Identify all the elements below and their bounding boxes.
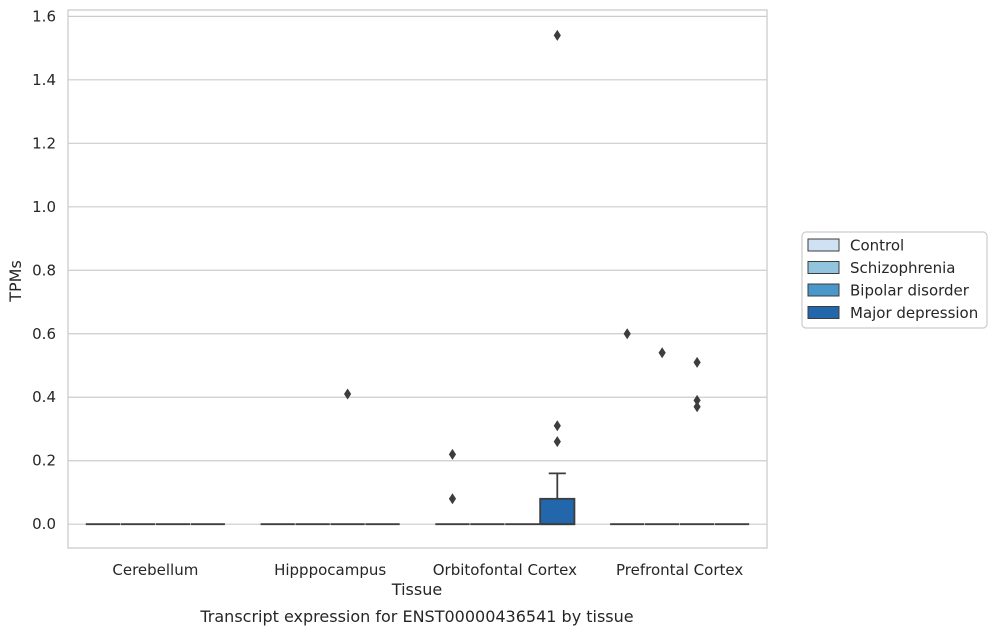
- y-tick-label: 0.4: [32, 388, 56, 406]
- outlier-point: [693, 356, 701, 368]
- legend: Control Schizophrenia Bipolar disorder Majo…: [801, 231, 988, 329]
- legend-swatch: [807, 306, 840, 319]
- y-tick-label: 1.4: [32, 71, 56, 89]
- box: [539, 497, 576, 526]
- legend-frame: [801, 231, 988, 329]
- box-group: [539, 29, 576, 526]
- x-axis-ticks: Cerebellum Hipppocampus Orbitofontal Corte…: [112, 561, 743, 579]
- y-tick-label: 1.2: [32, 134, 56, 152]
- box-group: [679, 356, 715, 526]
- y-tick-label: 0.2: [32, 452, 56, 470]
- y-tick-label: 1.6: [32, 7, 56, 25]
- outlier-point: [553, 420, 561, 432]
- outlier-point: [693, 401, 701, 413]
- y-tick-label: 0.6: [32, 325, 56, 343]
- outlier-point: [553, 29, 561, 41]
- box-group: [435, 448, 470, 526]
- outlier-point: [448, 493, 457, 505]
- outlier-point: [553, 436, 561, 448]
- box-group: [645, 347, 680, 526]
- grid-lines: [68, 15, 767, 525]
- legend-label: Schizophrenia: [850, 259, 955, 277]
- chart-caption: Transcript expression for ENST0000043654…: [199, 607, 633, 626]
- y-tick-label: 0.0: [32, 515, 56, 533]
- y-tick-label: 0.8: [32, 261, 56, 279]
- plot-frame: [67, 9, 768, 549]
- x-tick-label: Cerebellum: [112, 561, 198, 579]
- outlier-point: [623, 328, 631, 340]
- x-tick-label: Orbitofontal Cortex: [433, 561, 577, 579]
- outlier-point: [658, 347, 666, 359]
- legend-label: Bipolar disorder: [850, 282, 970, 300]
- x-tick-label: Prefrontal Cortex: [616, 561, 743, 579]
- outlier-point: [344, 388, 352, 400]
- legend-label: Major depression: [850, 304, 978, 322]
- legend-swatch: [807, 261, 840, 274]
- y-axis-label: TPMs: [6, 260, 25, 303]
- y-axis-ticks: 0.0 0.2 0.4 0.6 0.8 1.0 1.2 1.4 1.6: [32, 7, 56, 533]
- x-tick-label: Hipppocampus: [274, 561, 386, 579]
- box-group: [330, 388, 365, 526]
- box-group: [610, 328, 645, 526]
- legend-label: Control: [850, 237, 904, 255]
- legend-swatch: [807, 283, 840, 297]
- y-tick-label: 1.0: [32, 198, 56, 216]
- x-axis-label: Tissue: [391, 580, 442, 599]
- outlier-point: [448, 448, 457, 460]
- box-plot-area: [85, 29, 750, 526]
- outlier-point: [693, 394, 701, 406]
- legend-swatch: [807, 238, 840, 252]
